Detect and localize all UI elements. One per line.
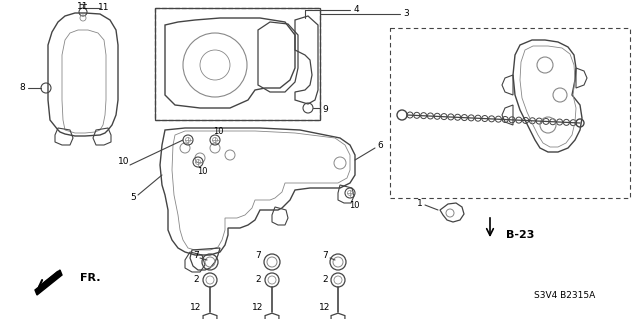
Text: 2: 2 (322, 276, 328, 285)
Text: S3V4 B2315A: S3V4 B2315A (534, 291, 596, 300)
Text: B-23: B-23 (506, 230, 534, 240)
Text: 10: 10 (349, 201, 359, 210)
Text: 7: 7 (255, 251, 261, 261)
Text: 2: 2 (193, 276, 199, 285)
Text: 7: 7 (322, 251, 328, 261)
Bar (155, 8, 320, 120)
Text: 9: 9 (322, 106, 328, 115)
Text: 12: 12 (252, 303, 264, 313)
Bar (155, 8, 320, 120)
Text: 5: 5 (130, 194, 136, 203)
Text: 8: 8 (19, 84, 25, 93)
Text: 12: 12 (190, 303, 202, 313)
Text: 2: 2 (255, 276, 261, 285)
Text: FR.: FR. (80, 273, 100, 283)
Text: 10: 10 (118, 158, 130, 167)
Text: 10: 10 (196, 167, 207, 176)
Text: 10: 10 (212, 128, 223, 137)
Text: 3: 3 (403, 10, 409, 19)
Text: 11: 11 (99, 4, 109, 12)
Text: 7: 7 (193, 251, 199, 261)
Text: 12: 12 (319, 303, 331, 313)
Text: 4: 4 (353, 5, 359, 14)
Text: 6: 6 (377, 142, 383, 151)
Bar (390, 28, 630, 198)
Polygon shape (35, 270, 62, 295)
Text: 1: 1 (417, 198, 423, 207)
Text: 11: 11 (77, 2, 89, 11)
